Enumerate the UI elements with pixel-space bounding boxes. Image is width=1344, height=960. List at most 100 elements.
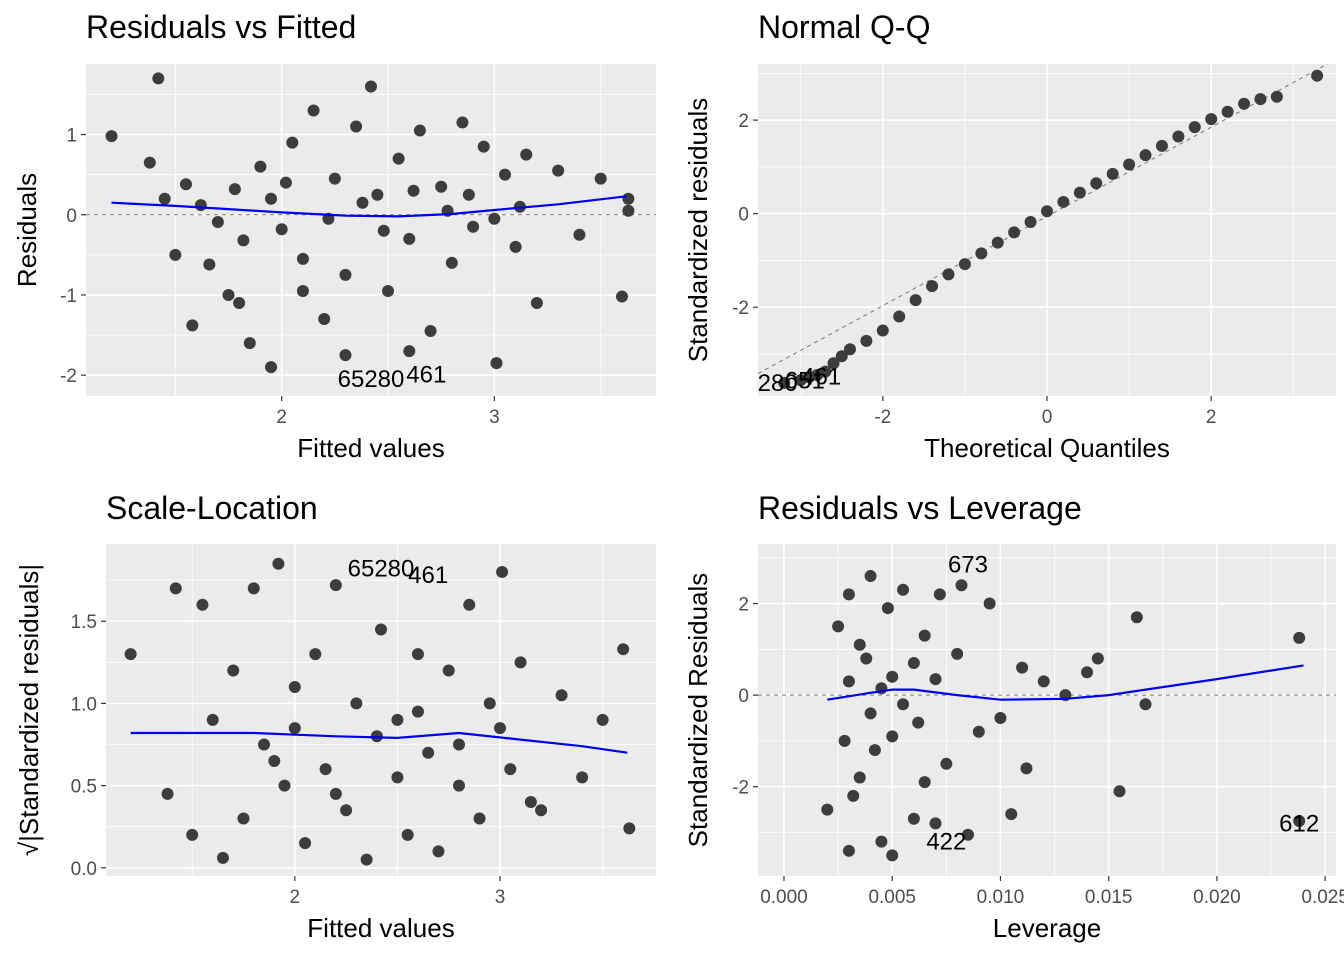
data-point xyxy=(860,334,873,347)
data-point xyxy=(275,223,288,236)
data-point xyxy=(819,365,832,378)
point-label: 461 xyxy=(408,562,448,589)
data-point xyxy=(227,664,240,677)
data-point xyxy=(105,130,118,143)
panel-title: Residuals vs Fitted xyxy=(86,9,356,45)
panel-title: Scale-Location xyxy=(106,490,318,526)
y-tick-label: 0.0 xyxy=(71,859,97,880)
data-point xyxy=(124,648,137,661)
data-point xyxy=(243,337,256,350)
data-point xyxy=(319,763,332,776)
data-point xyxy=(897,698,910,711)
data-point xyxy=(926,280,939,293)
data-point xyxy=(1293,631,1306,644)
data-point xyxy=(143,156,156,169)
data-point xyxy=(462,188,475,201)
data-point xyxy=(929,673,942,686)
data-point xyxy=(424,325,437,338)
point-label: 673 xyxy=(948,552,988,579)
data-point xyxy=(496,565,509,578)
smooth-line xyxy=(827,664,1304,701)
data-point xyxy=(972,725,985,738)
data-point xyxy=(445,256,458,269)
data-point xyxy=(918,629,931,642)
data-point xyxy=(1024,216,1037,229)
residuals-vs-leverage-panel: 673 422 612 0.000 0.005 0.010 0.015 0.020 0.025 -… xyxy=(683,490,1344,943)
data-point xyxy=(247,582,260,595)
data-point xyxy=(452,779,465,792)
data-point xyxy=(1188,121,1201,134)
x-tick-label: 0.010 xyxy=(977,887,1025,908)
data-point xyxy=(169,582,182,595)
data-point xyxy=(623,822,636,835)
data-point xyxy=(1091,652,1104,665)
data-point xyxy=(296,284,309,297)
data-point xyxy=(555,689,568,702)
y-axis-title: √|Standardized residuals| xyxy=(14,564,44,856)
data-point xyxy=(268,754,281,767)
data-point xyxy=(494,722,507,735)
point-label: 612 xyxy=(1279,810,1319,837)
x-tick-label: 0 xyxy=(1042,407,1053,428)
data-point xyxy=(296,252,309,265)
y-tick-label: 1.5 xyxy=(71,612,97,633)
data-point xyxy=(422,746,435,759)
data-point xyxy=(237,234,250,247)
x-axis-title: Leverage xyxy=(993,913,1101,943)
y-tick-label: 0 xyxy=(66,206,77,227)
data-point xyxy=(391,713,404,726)
data-point xyxy=(886,670,899,683)
y-axis-title: Standardized Residuals xyxy=(683,573,713,848)
data-point xyxy=(286,136,299,149)
data-point xyxy=(169,248,182,261)
data-point xyxy=(339,268,352,281)
data-point xyxy=(832,620,845,633)
data-point xyxy=(520,148,533,161)
y-tick-label: 1 xyxy=(66,126,77,147)
x-tick-label: 0.015 xyxy=(1085,887,1133,908)
data-point xyxy=(983,597,996,610)
data-point xyxy=(897,583,910,596)
x-tick-label: 3 xyxy=(489,407,500,428)
y-tick-label: -2 xyxy=(732,778,749,799)
data-point xyxy=(161,787,174,800)
data-point xyxy=(206,713,219,726)
data-point xyxy=(961,828,974,841)
data-point xyxy=(1106,167,1119,180)
data-point xyxy=(288,680,301,693)
point-label: 651 xyxy=(785,368,825,395)
data-point xyxy=(392,152,405,165)
data-point xyxy=(876,324,889,337)
data-point xyxy=(933,588,946,601)
data-point xyxy=(530,296,543,309)
data-point xyxy=(452,738,465,751)
y-tick-label: -2 xyxy=(732,298,749,319)
data-point xyxy=(881,602,894,615)
data-point xyxy=(1123,158,1136,171)
y-tick-label: 0.5 xyxy=(71,777,97,798)
x-axis-title: Fitted values xyxy=(307,913,454,943)
data-point xyxy=(432,845,445,858)
data-point xyxy=(288,722,301,735)
data-point xyxy=(407,184,420,197)
data-point xyxy=(1113,785,1126,798)
data-point xyxy=(622,192,635,205)
data-point xyxy=(360,853,373,866)
data-point xyxy=(403,232,416,245)
data-point xyxy=(307,104,320,117)
data-point xyxy=(1293,815,1306,828)
data-point xyxy=(216,851,229,864)
x-tick-label: 3 xyxy=(495,887,506,908)
data-point xyxy=(847,789,860,802)
point-label: 65280 xyxy=(348,556,415,583)
panel-title: Normal Q-Q xyxy=(758,9,930,45)
panel-background xyxy=(86,64,656,396)
point-label: 422 xyxy=(926,829,966,856)
data-point xyxy=(196,598,209,611)
residuals-vs-fitted-panel: 65280 461 2 3 -2 -1 0 1 Residuals vs Fitted Fitte… xyxy=(12,9,656,463)
data-point xyxy=(958,258,971,271)
data-point xyxy=(237,812,250,825)
data-point xyxy=(401,828,414,841)
